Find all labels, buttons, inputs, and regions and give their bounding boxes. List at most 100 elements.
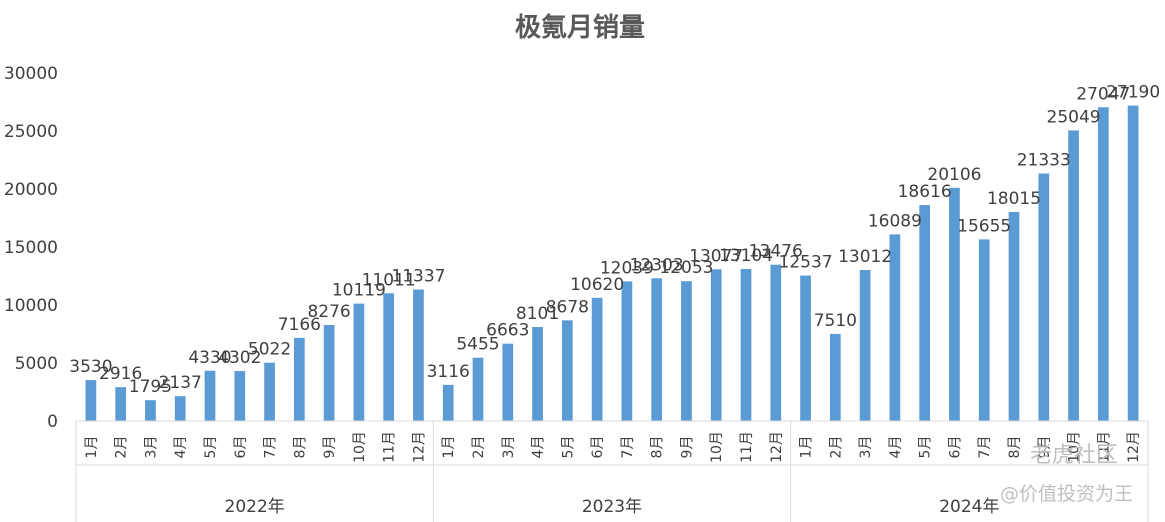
bar	[889, 234, 901, 421]
x-tick-label: 3月	[143, 436, 159, 459]
bar	[651, 278, 663, 421]
x-tick-label: 2月	[471, 436, 487, 459]
bar	[1038, 173, 1050, 421]
bar	[740, 268, 752, 421]
data-label: 13476	[749, 242, 803, 262]
data-label: 21333	[1017, 151, 1071, 171]
bar	[829, 333, 841, 421]
x-tick-label: 5月	[918, 436, 934, 459]
year-label: 2022年	[225, 497, 285, 517]
x-tick-label: 3月	[501, 436, 517, 459]
data-label: 15655	[957, 216, 1011, 236]
data-label: 8276	[307, 302, 350, 322]
x-tick-label: 10月	[1067, 431, 1083, 463]
data-label: 2137	[159, 373, 202, 393]
data-label: 4302	[218, 348, 261, 368]
y-tick-label: 25000	[4, 122, 58, 142]
year-label: 2023年	[582, 497, 642, 517]
bar	[532, 327, 543, 421]
bar	[353, 303, 365, 421]
bar	[85, 380, 97, 421]
bar	[323, 324, 335, 421]
data-label: 8101	[516, 304, 559, 324]
x-tick-label: 10月	[352, 431, 368, 463]
x-tick-label: 1月	[84, 436, 100, 459]
x-tick-label: 12月	[411, 431, 427, 463]
bar	[145, 400, 156, 421]
watermark-logo-text: 老虎社区	[1030, 443, 1118, 468]
data-label: 10620	[570, 275, 624, 295]
x-tick-label: 11月	[1096, 431, 1112, 463]
data-label: 18015	[987, 189, 1041, 209]
data-label: 4330	[188, 348, 231, 368]
data-label: 3116	[427, 362, 470, 382]
bar	[115, 387, 127, 421]
x-tick-label: 7月	[263, 436, 279, 459]
watermark: 老虎社区 @价值投资为王	[1000, 443, 1133, 505]
watermark-author: @价值投资为王	[1000, 483, 1133, 505]
data-label: 12039	[600, 258, 654, 278]
y-tick-label: 5000	[15, 354, 58, 374]
y-tick-label: 20000	[4, 180, 58, 200]
x-tick-label: 12月	[769, 431, 785, 463]
x-tick-label: 8月	[1007, 436, 1023, 459]
data-label: 16089	[868, 211, 922, 231]
data-label: 13012	[838, 247, 892, 267]
y-tick-label: 10000	[4, 296, 58, 316]
x-tick-label: 11月	[739, 431, 755, 463]
bar	[413, 289, 424, 421]
bar	[978, 239, 990, 421]
bar	[234, 371, 246, 421]
data-label: 1795	[129, 377, 172, 397]
x-tick-label: 9月	[1037, 436, 1053, 459]
y-tick-label: 15000	[4, 238, 58, 258]
x-tick-label: 4月	[173, 436, 189, 459]
bar	[681, 281, 692, 421]
x-tick-label: 5月	[203, 436, 219, 459]
data-label: 11337	[391, 266, 445, 286]
x-tick-label: 10月	[709, 431, 725, 463]
data-label: 2916	[99, 364, 142, 384]
bar	[204, 370, 216, 421]
x-tick-label: 6月	[590, 436, 606, 459]
x-tick-label: 9月	[679, 436, 695, 459]
x-axis: 1月 2月 3月 4月 5月 6月 7月 8月 9月 10月 11月 12月 2022年 1月 2月 3月 4月…	[75, 420, 1149, 522]
x-tick-label: 11月	[382, 431, 398, 463]
chart-title: 极氪月销量	[515, 12, 645, 43]
data-label: 18616	[898, 182, 952, 202]
bar	[621, 281, 633, 421]
x-tick-label: 4月	[888, 436, 904, 459]
bar	[1097, 107, 1109, 422]
bar	[1127, 105, 1139, 421]
y-axis: 0 5000 10000 15000 20000 25000 30000	[4, 64, 58, 432]
data-label: 25049	[1047, 107, 1101, 127]
bar	[174, 396, 186, 421]
data-label: 11011	[362, 270, 416, 290]
data-label: 10119	[332, 281, 386, 301]
data-label: 8678	[546, 297, 589, 317]
data-label: 20106	[927, 165, 981, 185]
data-label: 6663	[486, 321, 529, 341]
bar	[502, 343, 514, 421]
x-tick-label: 1月	[799, 436, 815, 459]
data-label: 5022	[248, 340, 291, 360]
y-tick-label: 0	[47, 412, 58, 432]
data-label: 3530	[69, 357, 112, 377]
bar	[710, 269, 722, 421]
data-label: 13077	[689, 246, 743, 266]
x-tick-label: 3月	[858, 436, 874, 459]
data-label: 7166	[278, 315, 321, 335]
x-tick-label: 8月	[292, 436, 308, 459]
data-label: 7510	[814, 311, 857, 331]
bar	[383, 293, 395, 421]
x-tick-label: 7月	[977, 436, 993, 459]
data-label: 13104	[719, 246, 773, 266]
year-label: 2024年	[939, 497, 999, 517]
data-label: 27047	[1076, 84, 1130, 104]
bars	[85, 105, 1139, 422]
x-tick-label: 6月	[233, 436, 249, 459]
data-label: 12303	[630, 255, 684, 275]
bar	[1008, 212, 1020, 421]
x-tick-label: 6月	[947, 436, 963, 459]
